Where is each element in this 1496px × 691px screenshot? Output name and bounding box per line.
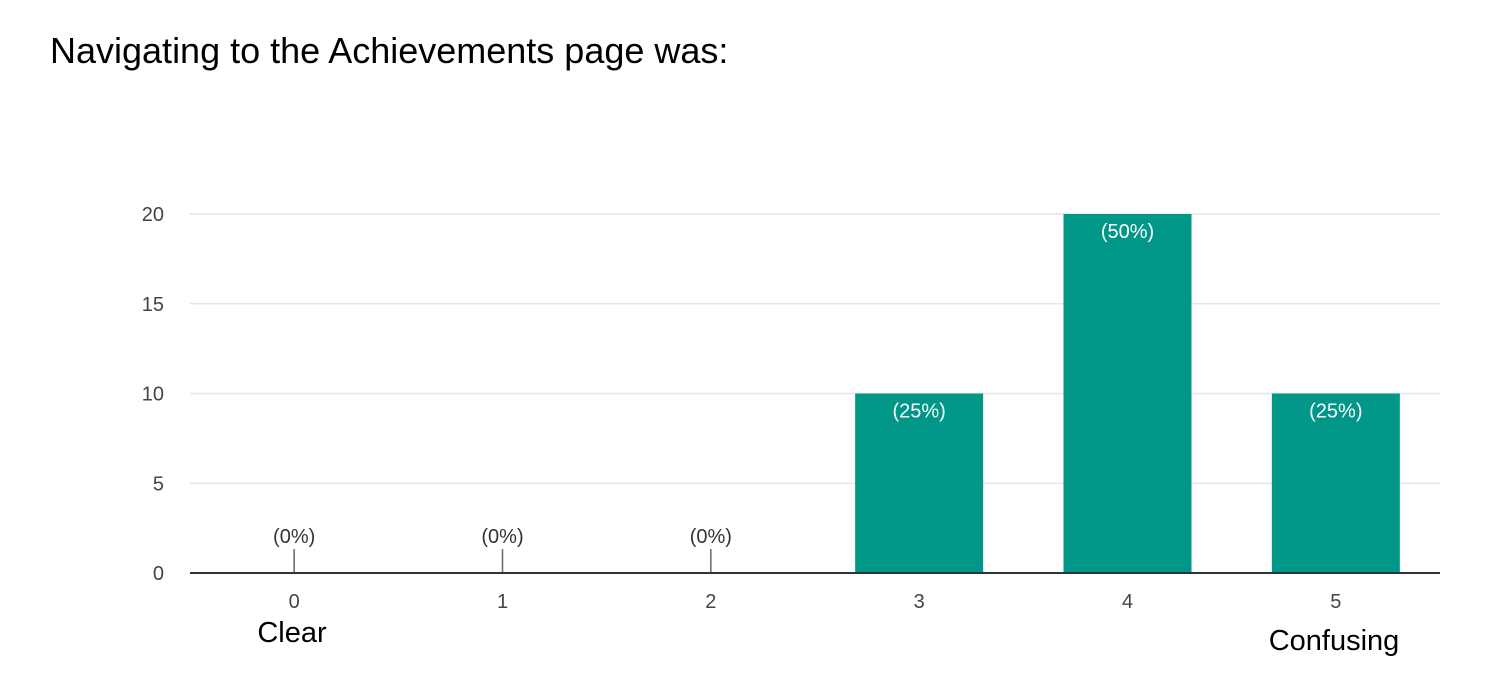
x-tick-label: 1 [497, 591, 508, 613]
data-label-0: (0%) [273, 526, 315, 548]
y-tick-label: 15 [142, 294, 164, 316]
x-tick-label: 5 [1330, 591, 1341, 613]
x-tick-label: 2 [705, 591, 716, 613]
data-label-2: (0%) [690, 526, 732, 548]
gridlines [190, 213, 1440, 484]
bar-5 [1271, 393, 1400, 573]
y-tick-label: 10 [142, 384, 164, 406]
scale-low-label: Clear [257, 617, 327, 649]
data-label-5: (25%) [1309, 401, 1362, 423]
bar-4 [1063, 214, 1192, 573]
y-tick-label: 20 [142, 204, 164, 226]
y-tick-label: 5 [153, 473, 164, 495]
data-label-3: (25%) [892, 401, 945, 423]
x-tick-label: 3 [914, 591, 925, 613]
data-label-4: (50%) [1101, 221, 1154, 243]
y-tick-label: 0 [153, 563, 164, 585]
scale-high-label: Confusing [1269, 625, 1400, 657]
data-label-1: (0%) [481, 526, 523, 548]
bars: (0%) (0%) (0%) (25%) (50%) (25%) [273, 214, 1400, 573]
bar-3 [855, 393, 984, 573]
x-axis-ticks: 0 1 2 3 4 5 [289, 591, 1342, 613]
x-tick-label: 4 [1122, 591, 1133, 613]
x-tick-label: 0 [289, 591, 300, 613]
question-title: Navigating to the Achievements page was: [50, 30, 729, 71]
y-axis-ticks: 0 5 10 15 20 [142, 204, 164, 585]
